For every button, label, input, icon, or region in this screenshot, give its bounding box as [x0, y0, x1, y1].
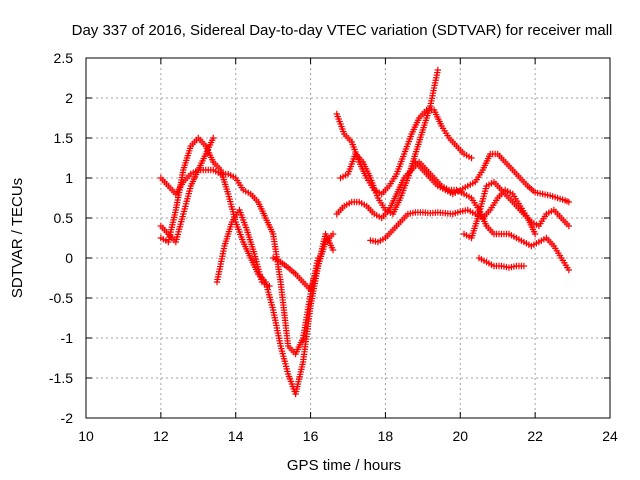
y-tick-label: -2 [61, 410, 74, 426]
data-point [520, 262, 528, 270]
x-tick-label: 12 [153, 428, 169, 444]
x-tick-label: 22 [527, 428, 543, 444]
x-tick-label: 10 [78, 428, 94, 444]
data-point [565, 222, 573, 230]
y-tick-label: 0 [65, 250, 73, 266]
y-tick-labels: -2 -1.5 -1 -0.5 0 0.5 1 1.5 2 2.5 [49, 50, 73, 426]
data-point [329, 230, 337, 238]
series-satellite-c [157, 134, 217, 246]
grid-lines [86, 58, 610, 418]
axis-ticks [85, 57, 611, 419]
y-tick-label: -1 [61, 330, 74, 346]
x-tick-label: 20 [452, 428, 468, 444]
series-satellite-f [333, 106, 475, 198]
data-point [329, 246, 337, 254]
series-satellite-b [157, 166, 322, 358]
data-point [565, 198, 573, 206]
y-tick-label: 1 [65, 170, 73, 186]
data-point [531, 230, 539, 238]
plot-frame [85, 57, 611, 419]
data-point [266, 282, 273, 290]
y-axis-label: SDTVAR / TECUs [9, 178, 26, 298]
x-tick-label: 16 [303, 428, 319, 444]
data-point [468, 154, 475, 162]
series-satellite-a [157, 134, 337, 398]
y-tick-label: 1.5 [54, 130, 74, 146]
data-point [434, 66, 442, 74]
data-point [565, 266, 573, 274]
chart-title: Day 337 of 2016, Sidereal Day-to-day VTE… [72, 22, 613, 39]
x-axis-label: GPS time / hours [287, 457, 401, 474]
y-tick-label: -1.5 [49, 370, 73, 386]
series-satellite-j [412, 150, 573, 206]
y-tick-label: 2.5 [54, 50, 74, 66]
x-tick-label: 14 [228, 428, 244, 444]
y-tick-label: -0.5 [49, 290, 73, 306]
data-point [210, 134, 217, 142]
series-satellite-k [460, 178, 573, 242]
series-satellite-l [475, 254, 528, 271]
y-tick-label: 2 [65, 90, 73, 106]
series-satellite-e [269, 230, 337, 294]
x-tick-label: 18 [378, 428, 394, 444]
x-tick-labels: 10 12 14 16 18 20 22 24 [78, 428, 618, 444]
data-points [157, 66, 573, 398]
y-tick-label: 0.5 [54, 210, 74, 226]
series-satellite-d [213, 206, 273, 290]
x-tick-label: 24 [602, 428, 618, 444]
